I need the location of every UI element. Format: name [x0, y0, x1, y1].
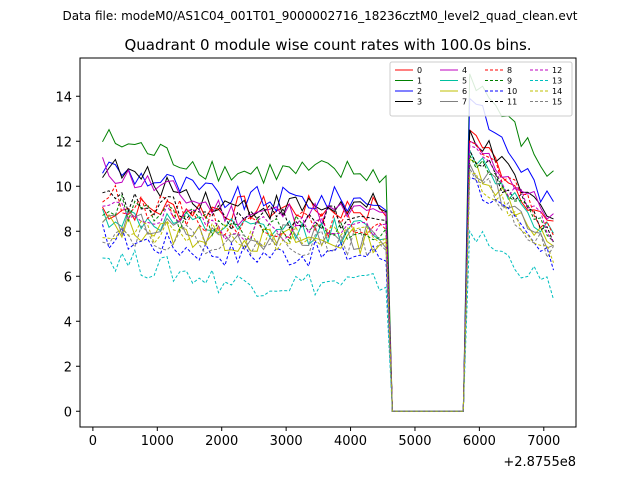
series-line-13: [102, 229, 554, 412]
legend-label-2: 2: [417, 87, 422, 96]
legend-label-13: 13: [552, 77, 562, 86]
x-tick-label: 7000: [527, 434, 560, 449]
x-axis: 0 1000 2000 3000 4000 5000 6000 7000: [89, 427, 560, 449]
legend-label-12: 12: [552, 66, 562, 75]
x-tick-label: 5000: [398, 434, 431, 449]
x-tick-label: 4000: [334, 434, 367, 449]
legend-label-10: 10: [507, 87, 517, 96]
x-tick-label: 0: [89, 434, 97, 449]
x-tick-label: 2000: [205, 434, 238, 449]
y-tick-label: 12: [55, 135, 72, 150]
legend-label-1: 1: [417, 77, 422, 86]
legend-box: [389, 61, 573, 117]
legend-label-3: 3: [417, 98, 422, 107]
y-tick-label: 0: [64, 405, 72, 420]
series-line-7: [102, 163, 554, 412]
y-tick-label: 14: [55, 90, 72, 105]
y-tick-label: 2: [64, 360, 72, 375]
chart-suptitle: Data file: modeM0/AS1C04_001T01_90000027…: [62, 9, 577, 23]
legend-label-5: 5: [462, 77, 467, 86]
series-line-10: [102, 176, 554, 412]
series-line-3: [102, 129, 554, 412]
series-line-14: [102, 172, 554, 412]
series-line-6: [102, 158, 554, 412]
plot-lines: [102, 73, 554, 412]
y-tick-label: 8: [64, 225, 72, 240]
y-tick-label: 6: [64, 270, 72, 285]
legend-label-14: 14: [552, 87, 562, 96]
plot-frame: [79, 57, 577, 428]
x-tick-label: 3000: [270, 434, 303, 449]
chart-title: Quadrant 0 module wise count rates with …: [124, 36, 531, 54]
y-tick-label: 10: [55, 180, 72, 195]
x-tick-label: 6000: [463, 434, 496, 449]
legend-label-11: 11: [507, 98, 517, 107]
legend-label-6: 6: [462, 87, 467, 96]
series-line-0: [102, 128, 554, 412]
series-line-12: [102, 145, 554, 412]
legend-label-0: 0: [417, 66, 422, 75]
legend-label-8: 8: [507, 66, 512, 75]
series-line-11: [102, 150, 554, 412]
series-line-15: [102, 168, 554, 412]
y-tick-label: 4: [64, 315, 72, 330]
y-axis: 0 2 4 6 8 10 12 14: [55, 90, 80, 420]
legend-label-4: 4: [462, 66, 467, 75]
x-offset-label: +2.8755e8: [503, 455, 576, 470]
x-tick-label: 1000: [141, 434, 174, 449]
legend-label-9: 9: [507, 77, 512, 86]
series-line-5: [102, 150, 554, 412]
series-line-8: [102, 140, 554, 412]
legend-label-7: 7: [462, 98, 467, 107]
legend-label-15: 15: [552, 98, 562, 107]
series-line-4: [102, 140, 554, 412]
series-line-9: [102, 154, 554, 412]
